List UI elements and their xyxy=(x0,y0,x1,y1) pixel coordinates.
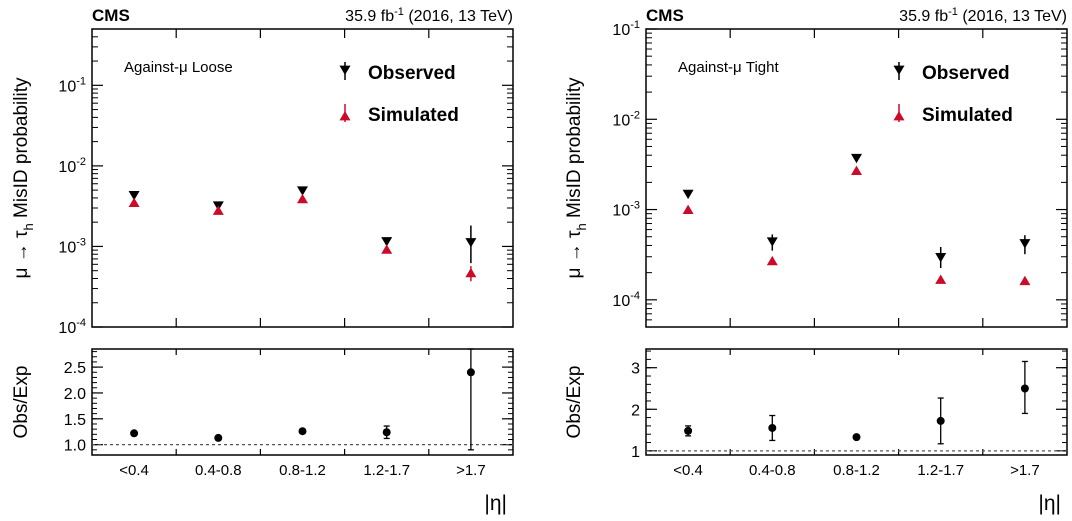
legend-triangle-up xyxy=(893,111,905,121)
lumi-label: 35.9 fb-1 (2016, 13 TeV) xyxy=(899,6,1067,25)
ratio-point xyxy=(768,423,777,432)
point-observed xyxy=(128,191,140,201)
y-tick-label: 10-4 xyxy=(612,290,640,310)
x-tick-label: >1.7 xyxy=(1010,462,1040,479)
ratio-y-axis-label: Obs/Exp xyxy=(564,366,585,439)
ratio-point xyxy=(214,433,223,442)
legend-triangle-down xyxy=(339,65,351,75)
ratio-point xyxy=(1020,384,1029,393)
point-simulated xyxy=(212,205,224,215)
ratio-plot-frame xyxy=(645,348,1068,456)
x-tick-label: 1.2-1.7 xyxy=(363,462,410,479)
legend-label-observed: Observed xyxy=(922,63,1010,84)
y-tick-label: 10-1 xyxy=(612,19,640,39)
point-simulated xyxy=(1019,275,1031,286)
point-observed xyxy=(297,186,308,196)
x-tick-label: 1.2-1.7 xyxy=(917,462,964,479)
x-tick-label: 0.8-1.2 xyxy=(279,462,326,479)
main-plot-frame xyxy=(645,28,1068,328)
ratio-point xyxy=(466,368,475,377)
point-observed xyxy=(1019,239,1031,249)
x-tick-label: 0.4-0.8 xyxy=(195,462,242,479)
cms-label: CMS xyxy=(92,6,130,25)
y-tick-label: 10-1 xyxy=(58,75,86,95)
ratio-plot-frame xyxy=(91,348,514,456)
y-tick-label: 10-2 xyxy=(612,109,640,129)
ratio-point xyxy=(684,426,693,435)
ratio-point xyxy=(852,433,861,442)
left-panel: CMS 35.9 fb-1 (2016, 13 TeV) Against-μ L… xyxy=(11,6,514,515)
point-simulated xyxy=(935,274,947,284)
x-tick-label: <0.4 xyxy=(119,462,149,479)
legend-triangle-up xyxy=(339,111,351,121)
legend-marker-observed xyxy=(339,62,351,80)
point-observed xyxy=(465,238,477,248)
x-tick-label: <0.4 xyxy=(673,462,703,479)
legend: Observed Simulated xyxy=(893,62,1013,126)
lumi-label: 35.9 fb-1 (2016, 13 TeV) xyxy=(345,6,513,25)
point-simulated xyxy=(381,244,393,254)
legend-label-simulated: Simulated xyxy=(368,105,459,126)
legend-marker-simulated xyxy=(893,104,905,122)
ratio-y-axis-label: Obs/Exp xyxy=(11,366,32,439)
right-panel: CMS 35.9 fb-1 (2016, 13 TeV) Against-μ T… xyxy=(564,6,1068,515)
y-axis-label: μ → τh MisID probability xyxy=(564,77,589,278)
y-tick-label: 10-2 xyxy=(58,156,86,176)
point-observed xyxy=(682,189,694,200)
ratio-point xyxy=(382,428,391,437)
x-tick-label: >1.7 xyxy=(456,462,486,479)
legend-label-simulated: Simulated xyxy=(922,105,1013,126)
ratio-point xyxy=(936,416,945,425)
point-observed xyxy=(766,237,778,247)
y-axis-label: μ → τh MisID probability xyxy=(11,77,36,278)
point-simulated xyxy=(766,255,778,266)
legend-label-observed: Observed xyxy=(368,63,456,84)
y-tick-label: 10-3 xyxy=(58,236,86,256)
legend-triangle-down xyxy=(893,65,905,75)
ratio-y-tick-label: 2.5 xyxy=(64,360,86,377)
x-axis-label: |η| xyxy=(1038,492,1061,515)
point-simulated xyxy=(851,165,862,176)
ratio-y-tick-label: 1.5 xyxy=(64,412,86,429)
legend: Observed Simulated xyxy=(339,62,459,126)
ratio-point xyxy=(298,427,307,436)
point-observed xyxy=(851,153,862,164)
annotation-text: Against-μ Loose xyxy=(124,59,233,76)
point-observed xyxy=(381,237,393,247)
point-observed xyxy=(935,253,947,263)
ratio-y-tick-label: 3 xyxy=(631,361,640,378)
point-simulated xyxy=(128,197,140,208)
legend-marker-simulated xyxy=(339,104,351,122)
x-tick-label: 0.8-1.2 xyxy=(833,462,880,479)
point-simulated xyxy=(682,204,694,214)
point-simulated xyxy=(465,267,477,278)
y-tick-label: 10-3 xyxy=(612,200,640,220)
annotation-text: Against-μ Tight xyxy=(678,59,779,76)
ratio-point xyxy=(130,429,139,438)
ratio-y-tick-label: 2.0 xyxy=(64,386,86,403)
point-simulated xyxy=(297,193,308,204)
y-tick-label: 10-4 xyxy=(58,317,86,337)
cms-label: CMS xyxy=(646,6,684,25)
ratio-y-tick-label: 1.0 xyxy=(64,438,86,455)
x-axis-label: |η| xyxy=(484,492,507,515)
x-tick-label: 0.4-0.8 xyxy=(749,462,796,479)
ratio-y-tick-label: 1 xyxy=(631,444,640,461)
ratio-y-tick-label: 2 xyxy=(631,402,640,419)
legend-marker-observed xyxy=(893,62,905,80)
